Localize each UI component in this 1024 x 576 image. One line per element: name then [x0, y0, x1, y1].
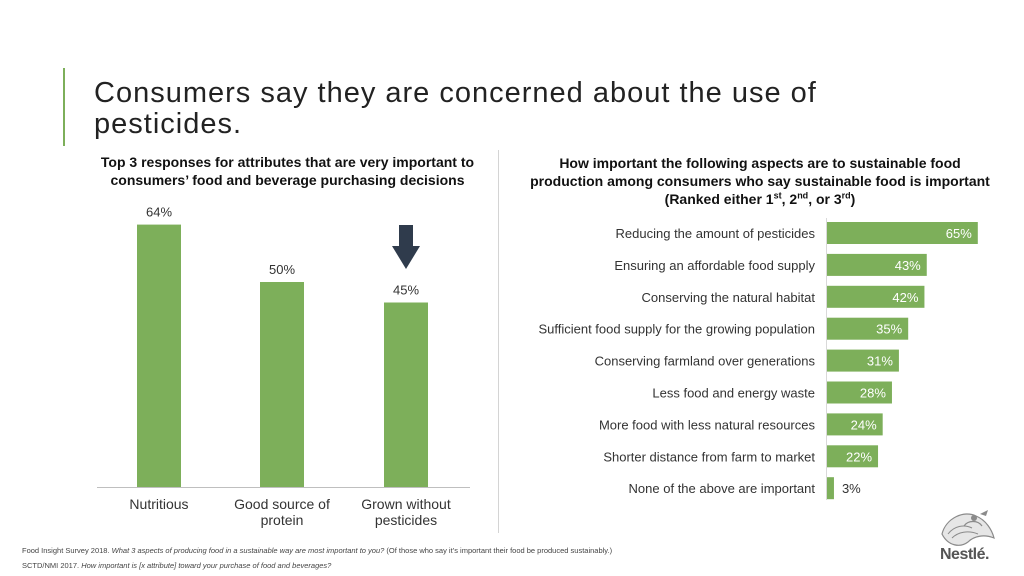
- rank-text-3: , or 3: [808, 191, 842, 207]
- footer-source-1-question: What 3 aspects of producing food in a su…: [111, 546, 385, 555]
- footer-source-1-note: (Of those who say it’s important their f…: [386, 546, 613, 555]
- right-category-label: Less food and energy waste: [652, 386, 815, 401]
- right-bar-label: 28%: [860, 386, 886, 401]
- right-bar: [827, 477, 834, 500]
- column-divider: [498, 150, 499, 533]
- footer-source-2-name: SCTD/NMI 2017.: [22, 561, 80, 570]
- right-bar: [827, 349, 899, 372]
- left-x-category: Nutritious: [99, 496, 219, 512]
- right-heading-line-3: (Ranked either 1st, 2nd, or 3rd): [510, 190, 1010, 208]
- right-category-label: Reducing the amount of pesticides: [616, 226, 816, 241]
- right-bar-label: 3%: [842, 481, 861, 496]
- left-bar-label: 64%: [146, 205, 172, 220]
- rank-text-1: (Ranked either 1: [664, 191, 774, 207]
- footer-source-1-name: Food Insight Survey 2018.: [22, 546, 110, 555]
- left-x-category-line: Nutritious: [129, 496, 189, 512]
- right-bar-label: 22%: [846, 449, 872, 464]
- left-heading-line-1: Top 3 responses for attributes that are …: [100, 154, 475, 170]
- right-category-label: Ensuring an affordable food supply: [614, 258, 815, 273]
- right-bar-label: 65%: [946, 226, 972, 241]
- footer-source-1: Food Insight Survey 2018. What 3 aspects…: [22, 546, 612, 555]
- nest-birds-icon: [941, 510, 995, 546]
- left-bar: [260, 282, 304, 487]
- right-bar-label: 35%: [876, 322, 902, 337]
- right-category-label: None of the above are important: [629, 481, 816, 496]
- left-bar-label: 50%: [269, 262, 295, 277]
- left-x-category-line: protein: [260, 512, 304, 528]
- left-bar-chart: 64% 50% 45%: [97, 205, 470, 488]
- right-bar: [827, 317, 909, 340]
- brand-logo-text: Nestlé.: [940, 546, 989, 563]
- right-bar-label: 42%: [892, 290, 918, 305]
- title-accent-bar: [63, 68, 65, 146]
- rank-sup-1: st: [773, 190, 782, 201]
- left-x-category-line: Grown without: [361, 496, 451, 512]
- right-heading-line-1: How important the following aspects are …: [559, 155, 961, 171]
- right-category-label: More food with less natural resources: [599, 417, 816, 432]
- left-x-category: Grown without pesticides: [346, 496, 466, 528]
- footer-source-2-question: How important is [x attribute] toward yo…: [81, 561, 332, 570]
- right-bar-label: 24%: [851, 417, 877, 432]
- right-bar: [827, 253, 927, 276]
- right-category-label: Shorter distance from farm to market: [603, 449, 815, 464]
- left-bar-label: 45%: [393, 283, 419, 298]
- rank-sup-2: nd: [797, 190, 809, 201]
- right-bar-label: 31%: [867, 354, 893, 369]
- right-bar-label: 43%: [895, 258, 921, 273]
- left-x-category-line: Good source of: [234, 496, 330, 512]
- right-bar: [827, 381, 892, 404]
- right-heading-line-2: production among consumers who say susta…: [530, 173, 990, 189]
- page-title: Consumers say they are concerned about t…: [94, 77, 817, 140]
- left-bar: [137, 224, 181, 487]
- right-category-label: Conserving the natural habitat: [642, 290, 816, 305]
- rank-text-4: ): [850, 191, 856, 207]
- highlight-arrow-icon: [392, 225, 420, 269]
- left-x-category-line: pesticides: [374, 512, 438, 528]
- right-bar: [827, 445, 879, 468]
- rank-text-2: , 2: [781, 191, 798, 207]
- left-bar: [384, 302, 428, 487]
- footer-source-2: SCTD/NMI 2017. How important is [x attri…: [22, 561, 331, 570]
- left-heading-line-2: consumers’ food and beverage purchasing …: [110, 172, 465, 188]
- right-bar-chart: Reducing the amount of pesticides 65% Ensu…: [538, 218, 978, 500]
- rank-sup-3: rd: [841, 190, 851, 201]
- right-chart-heading: How important the following aspects are …: [510, 154, 1010, 208]
- right-bar: [827, 285, 925, 308]
- left-chart-heading: Top 3 responses for attributes that are …: [80, 153, 495, 189]
- right-bar: [827, 222, 978, 244]
- right-bar: [827, 413, 883, 436]
- left-x-category: Good source of protein: [222, 496, 342, 528]
- right-category-label: Sufficient food supply for the growing p…: [538, 322, 815, 337]
- right-category-label: Conserving farmland over generations: [595, 354, 816, 369]
